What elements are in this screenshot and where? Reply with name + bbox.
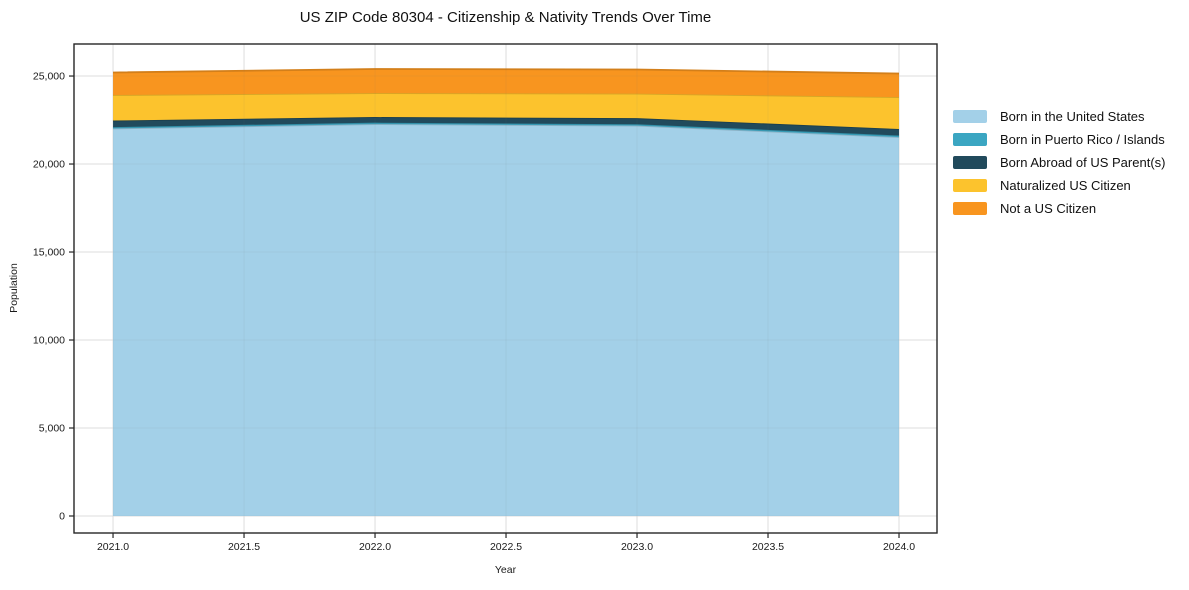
x-tick-label: 2022.5: [490, 541, 522, 553]
legend-label: Naturalized US Citizen: [1000, 178, 1131, 193]
legend-swatch-born-in-puerto-rico-islands: [953, 133, 987, 146]
legend-swatch-born-abroad-of-us-parents: [953, 156, 987, 169]
y-tick-label: 20,000: [33, 159, 65, 171]
x-tick-label: 2023.5: [752, 541, 784, 553]
legend-item-not-a-us-citizen: Not a US Citizen: [953, 197, 1165, 220]
area-born-in-the-united-states: [113, 124, 900, 516]
legend-item-naturalized-us-citizen: Naturalized US Citizen: [953, 174, 1165, 197]
x-tick-label: 2021.0: [97, 541, 129, 553]
y-tick-label: 15,000: [33, 247, 65, 259]
y-tick-label: 10,000: [33, 335, 65, 347]
legend-label: Born Abroad of US Parent(s): [1000, 155, 1166, 170]
legend-item-born-in-puerto-rico-islands: Born in Puerto Rico / Islands: [953, 128, 1165, 151]
legend-label: Born in Puerto Rico / Islands: [1000, 132, 1165, 147]
legend-item-born-abroad-of-us-parents: Born Abroad of US Parent(s): [953, 151, 1165, 174]
y-tick-label: 5,000: [39, 423, 65, 435]
legend-label: Not a US Citizen: [1000, 201, 1097, 216]
legend: Born in the United States Born in Puerto…: [953, 105, 1165, 220]
chart-title: US ZIP Code 80304 - Citizenship & Nativi…: [299, 9, 712, 26]
legend-swatch-naturalized-us-citizen: [953, 179, 987, 192]
legend-item-born-in-the-united-states: Born in the United States: [953, 105, 1165, 128]
legend-swatch-not-a-us-citizen: [953, 202, 987, 215]
area-naturalized-us-citizen: [113, 93, 900, 130]
x-tick-label: 2022.0: [359, 541, 391, 553]
legend-swatch-born-in-the-united-states: [953, 110, 987, 123]
x-tick-label: 2024.0: [883, 541, 915, 553]
x-axis-title: Year: [494, 564, 517, 576]
x-tick-label: 2021.5: [228, 541, 260, 553]
area-born-in-puerto-rico-islands: [113, 122, 900, 138]
area-edge-not-a-us-citizen: [113, 68, 900, 75]
y-tick-label: 25,000: [33, 71, 65, 83]
x-tick-label: 2023.0: [621, 541, 653, 553]
legend-label: Born in the United States: [1000, 109, 1145, 124]
area-not-a-us-citizen: [113, 68, 900, 98]
y-tick-label: 0: [59, 510, 65, 522]
y-axis-title: Population: [8, 263, 20, 313]
